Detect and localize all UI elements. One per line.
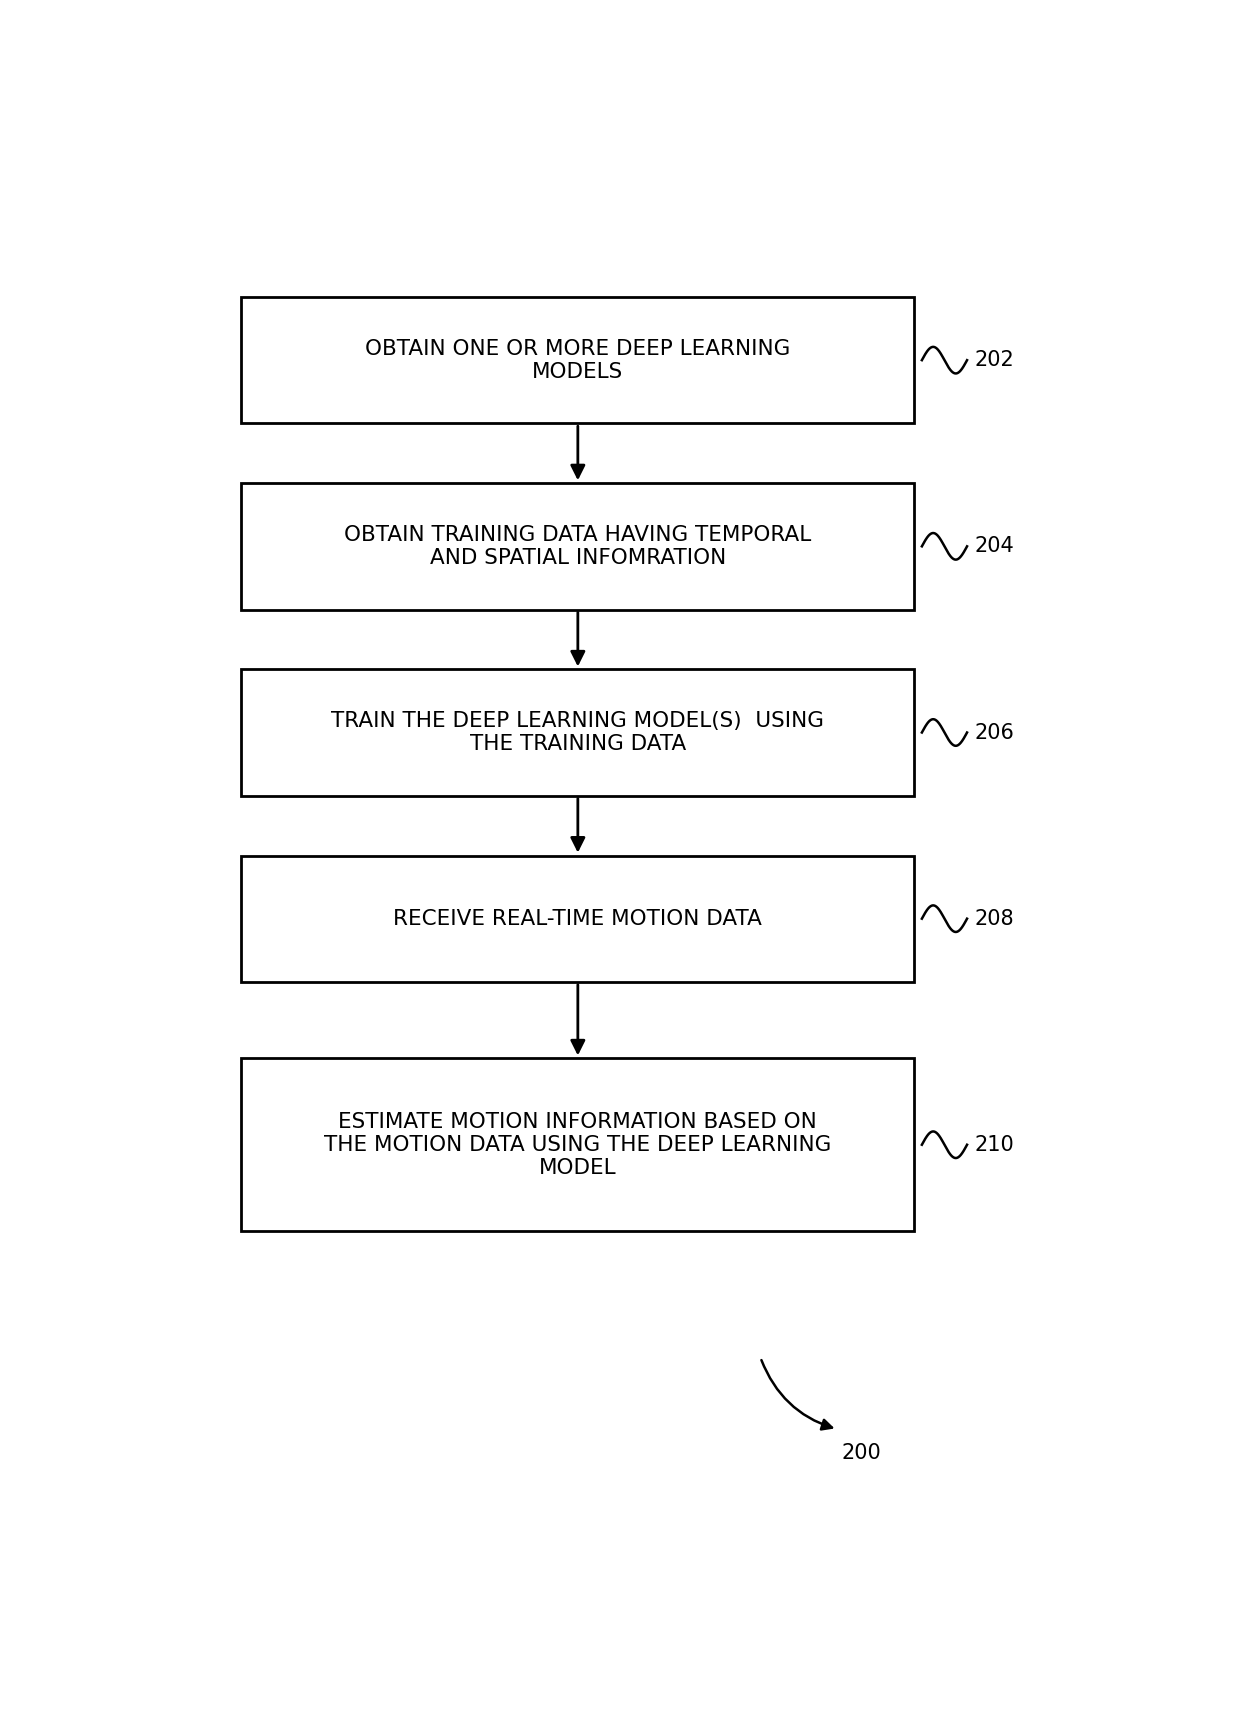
Text: ESTIMATE MOTION INFORMATION BASED ON
THE MOTION DATA USING THE DEEP LEARNING
MOD: ESTIMATE MOTION INFORMATION BASED ON THE… xyxy=(324,1112,832,1178)
Text: OBTAIN ONE OR MORE DEEP LEARNING
MODELS: OBTAIN ONE OR MORE DEEP LEARNING MODELS xyxy=(366,338,790,382)
Text: 208: 208 xyxy=(975,908,1014,929)
FancyBboxPatch shape xyxy=(242,1059,914,1231)
Text: OBTAIN TRAINING DATA HAVING TEMPORAL
AND SPATIAL INFOMRATION: OBTAIN TRAINING DATA HAVING TEMPORAL AND… xyxy=(345,525,811,568)
Text: 204: 204 xyxy=(975,537,1014,556)
FancyBboxPatch shape xyxy=(242,484,914,610)
Text: 210: 210 xyxy=(975,1135,1014,1155)
FancyBboxPatch shape xyxy=(242,670,914,796)
Text: 200: 200 xyxy=(842,1444,882,1463)
FancyBboxPatch shape xyxy=(242,297,914,423)
Text: RECEIVE REAL-TIME MOTION DATA: RECEIVE REAL-TIME MOTION DATA xyxy=(393,908,763,929)
Text: TRAIN THE DEEP LEARNING MODEL(S)  USING
THE TRAINING DATA: TRAIN THE DEEP LEARNING MODEL(S) USING T… xyxy=(331,712,825,755)
Text: 202: 202 xyxy=(975,351,1014,370)
Text: 206: 206 xyxy=(975,722,1014,743)
FancyBboxPatch shape xyxy=(242,855,914,983)
